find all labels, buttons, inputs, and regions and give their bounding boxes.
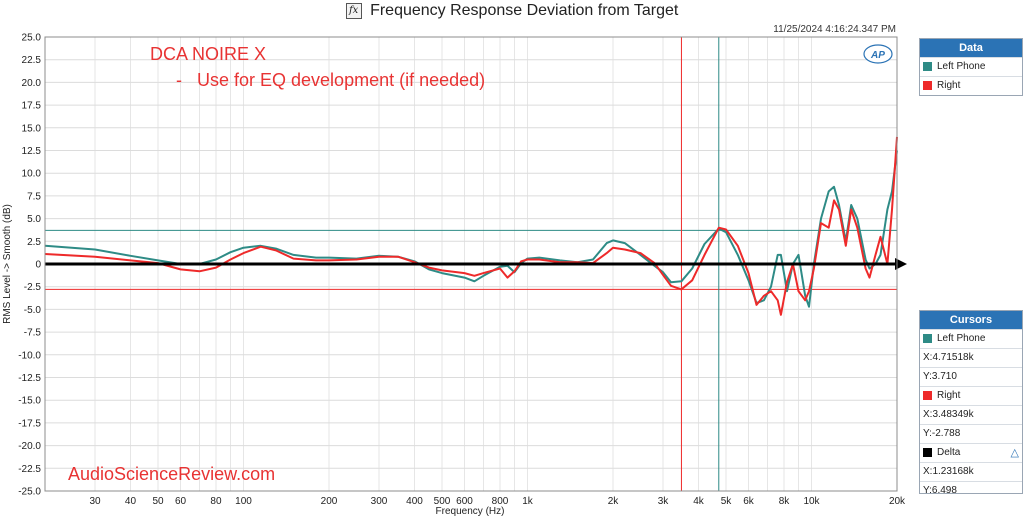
x-tick-label: 30	[89, 496, 101, 507]
x-tick-label: 40	[125, 496, 137, 507]
x-tick-label: 50	[152, 496, 164, 507]
y-tick-label: -25.0	[18, 487, 41, 498]
y-tick-label: 25.0	[22, 33, 42, 44]
ap-logo-text: AP	[870, 50, 885, 61]
note-annotation: - Use for EQ development (if needed)	[176, 70, 485, 90]
chart-area: 25.0 22.5 20.0 17.5 15.0 12.5 10.0 7.5 5.0 2.5 0 -2…	[2, 33, 907, 517]
data-legend-panel: Data Left Phone Right	[919, 38, 1023, 96]
right-swatch	[923, 390, 932, 400]
legend-item-left-phone[interactable]: Left Phone	[920, 57, 1022, 76]
y-tick-label: 10.0	[22, 169, 42, 180]
y-tick-label: 5.0	[27, 214, 41, 225]
x-tick-label: 200	[321, 496, 338, 507]
x-tick-label: 20k	[889, 496, 906, 507]
y-tick-label: 15.0	[22, 123, 42, 134]
y-tick-label: -10.0	[18, 350, 41, 361]
data-panel-title: Data	[920, 39, 1022, 57]
x-tick-label: 2k	[608, 496, 620, 507]
y-tick-label: -20.0	[18, 441, 41, 452]
y-tick-label: 2.5	[27, 237, 41, 248]
y-tick-label: -2.5	[24, 282, 42, 293]
cursor-label: Right	[937, 390, 961, 401]
x-tick-label: 6k	[743, 496, 755, 507]
cursor-item-right[interactable]: Right	[920, 386, 1022, 405]
ap-logo: AP	[863, 44, 893, 64]
x-tick-label: 1k	[522, 496, 534, 507]
y-tick-label: -7.5	[24, 328, 42, 339]
series-line-right	[44, 136, 898, 316]
legend-item-right[interactable]: Right	[920, 76, 1022, 95]
series-line-left-phone	[44, 150, 898, 308]
y-tick-label: 0	[35, 260, 41, 271]
y-tick-label: 7.5	[27, 191, 41, 202]
y-tick-label: -22.5	[18, 464, 41, 475]
x-tick-label: 400	[406, 496, 423, 507]
fx-icon: fx	[345, 3, 362, 19]
x-tick-label: 5k	[721, 496, 733, 507]
cursor-item-delta[interactable]: Delta △	[920, 443, 1022, 462]
cursor-label: Left Phone	[937, 333, 986, 344]
cursors-panel-title: Cursors	[920, 311, 1022, 329]
x-tick-label: 60	[175, 496, 187, 507]
y-tick-label: 20.0	[22, 78, 42, 89]
y-tick-label: 22.5	[22, 55, 42, 66]
x-axis-label: Frequency (Hz)	[436, 506, 505, 517]
cursor-x-value: X:4.71518k	[920, 348, 1022, 367]
cursor-x-value: X:3.48349k	[920, 405, 1022, 424]
legend-label: Left Phone	[937, 61, 986, 72]
x-tick-label: 300	[371, 496, 388, 507]
x-tick-label: 500	[434, 496, 451, 507]
y-axis-label: RMS Level -> Smooth (dB)	[2, 204, 13, 324]
cursor-item-left-phone[interactable]: Left Phone	[920, 329, 1022, 348]
y-tick-label: -12.5	[18, 373, 41, 384]
legend-label: Right	[937, 80, 961, 91]
delta-swatch	[923, 447, 932, 457]
cursors-panel: Cursors Left Phone X:4.71518k Y:3.710 Ri…	[919, 310, 1023, 496]
cursor-y-value: Y:-2.788	[920, 424, 1022, 443]
y-tick-label: -5.0	[24, 305, 42, 316]
x-tick-label: 10k	[803, 496, 820, 507]
left-phone-swatch	[923, 61, 932, 71]
x-tick-label: 8k	[779, 496, 791, 507]
y-tick-label: 17.5	[22, 101, 42, 112]
watermark: AudioScienceReview.com	[68, 464, 275, 484]
cursor-x-value: X:1.23168k	[920, 462, 1022, 481]
chart-title: Frequency Response Deviation from Target	[370, 2, 679, 19]
product-annotation: DCA NOIRE X	[150, 44, 266, 64]
x-tick-label: 100	[235, 496, 252, 507]
x-tick-label: 3k	[658, 496, 670, 507]
right-swatch	[923, 80, 932, 90]
cursor-y-value: Y:3.710	[920, 367, 1022, 386]
cursor-y-value: Y:6.498	[920, 481, 1022, 500]
title-bar: fx Frequency Response Deviation from Tar…	[0, 0, 1024, 22]
axes: 25.0 22.5 20.0 17.5 15.0 12.5 10.0 7.5 5.0 2.5 0 -2…	[18, 33, 906, 508]
x-tick-label: 80	[210, 496, 222, 507]
series-lines	[44, 136, 907, 316]
x-tick-label: 4k	[693, 496, 705, 507]
arrow-head	[895, 258, 907, 270]
left-phone-swatch	[923, 333, 932, 343]
x-tick-label: 800	[492, 496, 509, 507]
x-tick-label: 600	[456, 496, 473, 507]
plot-frame	[44, 36, 898, 492]
y-tick-label: -15.0	[18, 396, 41, 407]
y-tick-label: 12.5	[22, 146, 42, 157]
y-tick-label: -17.5	[18, 418, 41, 429]
delta-triangle-icon: △	[1010, 447, 1019, 459]
cursor-label: Delta	[937, 447, 961, 458]
timestamp: 11/25/2024 4:16:24.347 PM	[773, 24, 896, 35]
